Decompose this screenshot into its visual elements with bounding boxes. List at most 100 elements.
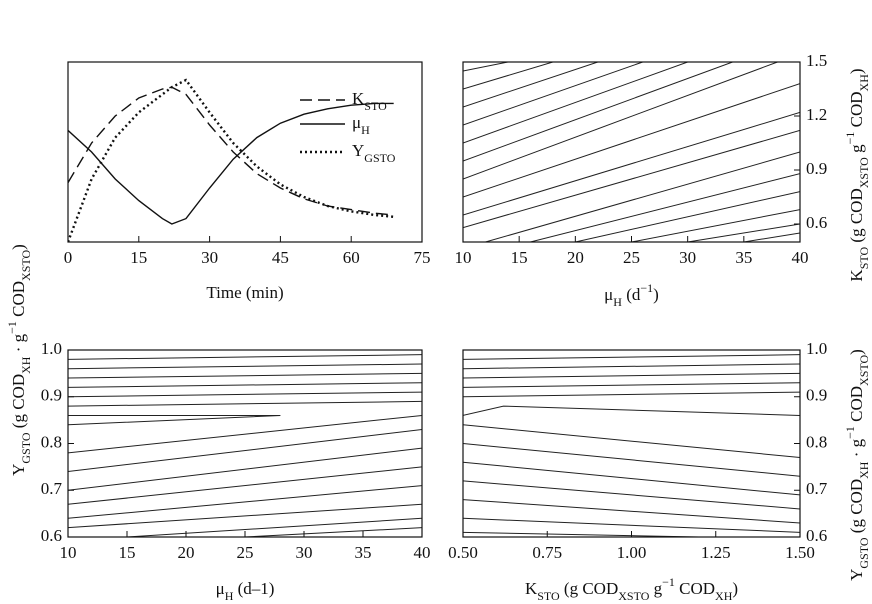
y-tick-label: 0.8 xyxy=(806,432,827,451)
x-tick-label: 60 xyxy=(343,248,360,267)
label-part: XSTO xyxy=(857,157,871,188)
contour-line xyxy=(463,531,699,537)
x-tick-label: 35 xyxy=(355,543,372,562)
x-tick-label: 30 xyxy=(296,543,313,562)
contour-line xyxy=(68,428,422,473)
label-part: −1 xyxy=(5,321,19,334)
axis-label: KSTO (g CODXSTO g−1 CODXH) xyxy=(843,68,871,281)
x-tick-label: 1.25 xyxy=(701,543,731,562)
y-tick-label: 0.7 xyxy=(806,479,828,498)
contour-line xyxy=(68,485,422,519)
contour-line xyxy=(530,173,800,242)
axis-label: μH (d–1) xyxy=(216,579,275,603)
label-part: XSTO xyxy=(19,249,33,280)
x-tick-label: 75 xyxy=(414,248,431,267)
label-part: g xyxy=(649,579,662,598)
x-tick-label: 30 xyxy=(201,248,218,267)
label-part: XH xyxy=(715,589,733,603)
x-tick-label: 45 xyxy=(272,248,289,267)
contour-line xyxy=(463,111,800,216)
contour-line xyxy=(68,414,281,426)
label-part: μ xyxy=(216,579,225,598)
label-part: ) xyxy=(9,244,28,250)
x-tick-label: 35 xyxy=(735,248,752,267)
contour-line xyxy=(68,414,422,454)
legend-sub: GSTO xyxy=(364,151,395,165)
x-tick-label: 10 xyxy=(455,248,472,267)
legend-label: μH xyxy=(352,113,370,137)
label-part: −1 xyxy=(662,575,675,589)
label-part: Time (min) xyxy=(206,283,283,302)
contour-line xyxy=(68,447,422,491)
contour-line xyxy=(463,461,800,496)
plot-frame xyxy=(67,349,423,538)
contour-line xyxy=(575,191,800,242)
x-tick-label: 1.00 xyxy=(617,543,647,562)
contour-line xyxy=(463,62,778,180)
label-part: ) xyxy=(653,285,659,304)
label-part: K xyxy=(525,579,538,598)
contour-line xyxy=(463,405,800,416)
x-tick-label: 15 xyxy=(130,248,147,267)
y-tick-label: 0.9 xyxy=(806,159,827,178)
y-tick-label: 0.6 xyxy=(41,526,62,545)
axis-label: μH (d−1) xyxy=(604,281,659,309)
label-part: GSTO xyxy=(857,537,871,568)
y-tick-label: 1.5 xyxy=(806,51,827,70)
series-line xyxy=(68,78,394,242)
legend-label: KSTO xyxy=(352,89,387,113)
label-part: (d–1) xyxy=(233,579,274,598)
x-tick-label: 15 xyxy=(511,248,528,267)
label-part: K xyxy=(847,269,866,282)
contour-line xyxy=(631,209,800,242)
y-tick-label: 0.9 xyxy=(41,386,62,405)
contour-line xyxy=(463,443,800,477)
label-part: μ xyxy=(604,285,613,304)
contour-line xyxy=(463,62,554,90)
label-part: (g COD xyxy=(847,479,866,538)
legend-label: YGSTO xyxy=(352,141,396,165)
contour-line xyxy=(68,354,422,360)
y-tick-label: 1.0 xyxy=(806,339,827,358)
x-tick-label: 0.75 xyxy=(532,543,562,562)
contour-line xyxy=(743,232,800,242)
label-part: H xyxy=(613,295,622,309)
label-part: XSTO xyxy=(618,589,649,603)
contour-line xyxy=(463,382,800,388)
x-tick-label: 25 xyxy=(623,248,640,267)
label-part: −1 xyxy=(843,132,857,145)
contour-line xyxy=(463,499,800,524)
y-tick-label: 0.6 xyxy=(806,526,827,545)
contour-line xyxy=(463,62,688,144)
legend-name: μ xyxy=(352,113,361,132)
label-part: XSTO xyxy=(857,354,871,385)
contour-line xyxy=(463,480,800,510)
label-part: (g COD xyxy=(560,579,619,598)
contour-line xyxy=(68,391,422,398)
x-tick-label: 20 xyxy=(567,248,584,267)
label-part: COD xyxy=(847,386,866,426)
y-tick-label: 0.6 xyxy=(806,213,827,232)
plot-frame xyxy=(462,61,801,243)
series-line xyxy=(68,86,394,216)
label-part: STO xyxy=(857,246,871,269)
axis-label: YGSTO (g CODXH · g−1 CODXSTO) xyxy=(5,244,33,476)
contour-line xyxy=(463,517,800,533)
x-tick-label: 30 xyxy=(679,248,696,267)
contour-line xyxy=(687,223,800,242)
legend-name: Y xyxy=(352,141,364,160)
label-part: XH xyxy=(857,74,871,92)
x-tick-label: 0.50 xyxy=(448,543,478,562)
label-part: −1 xyxy=(640,281,653,295)
x-tick-label: 0 xyxy=(64,248,73,267)
plot-area xyxy=(68,354,422,537)
legend-sub: H xyxy=(361,123,370,137)
y-tick-label: 0.9 xyxy=(806,386,827,405)
label-part: (d xyxy=(622,285,641,304)
contour-line xyxy=(463,354,800,360)
contour-line xyxy=(463,372,800,379)
contour-line xyxy=(463,129,800,229)
contour-line xyxy=(68,400,422,407)
label-part: ) xyxy=(847,68,866,74)
